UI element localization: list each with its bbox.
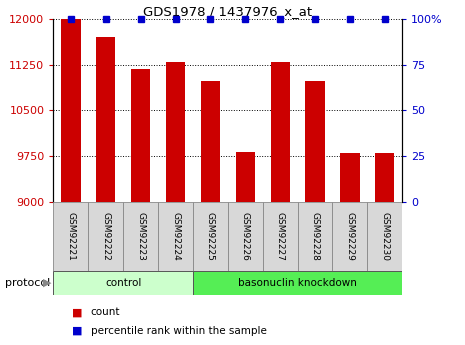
Text: GSM92224: GSM92224 bbox=[171, 212, 180, 261]
Bar bbox=[332, 202, 367, 271]
Bar bbox=[263, 202, 298, 271]
Text: GSM92229: GSM92229 bbox=[345, 212, 354, 261]
Text: ■: ■ bbox=[72, 307, 83, 317]
Title: GDS1978 / 1437976_x_at: GDS1978 / 1437976_x_at bbox=[143, 5, 312, 18]
Text: GSM92221: GSM92221 bbox=[66, 212, 75, 261]
Bar bbox=[298, 202, 332, 271]
Bar bbox=[53, 271, 193, 295]
Bar bbox=[88, 202, 123, 271]
Bar bbox=[340, 153, 359, 202]
Bar bbox=[193, 271, 402, 295]
Text: GSM92225: GSM92225 bbox=[206, 212, 215, 261]
Text: GSM92227: GSM92227 bbox=[276, 212, 285, 261]
Bar bbox=[271, 62, 290, 202]
Bar bbox=[228, 202, 263, 271]
Text: control: control bbox=[105, 278, 141, 288]
Bar bbox=[236, 152, 255, 202]
Bar bbox=[53, 202, 88, 271]
Text: protocol: protocol bbox=[5, 278, 50, 288]
Text: ■: ■ bbox=[72, 326, 83, 335]
Text: count: count bbox=[91, 307, 120, 317]
Bar bbox=[61, 19, 80, 202]
Text: percentile rank within the sample: percentile rank within the sample bbox=[91, 326, 266, 335]
Text: ▶: ▶ bbox=[43, 278, 52, 288]
Bar bbox=[375, 153, 394, 202]
Text: GSM92228: GSM92228 bbox=[311, 212, 319, 261]
Text: GSM92223: GSM92223 bbox=[136, 212, 145, 261]
Bar bbox=[96, 37, 115, 202]
Bar bbox=[131, 69, 150, 202]
Text: GSM92222: GSM92222 bbox=[101, 212, 110, 261]
Bar bbox=[123, 202, 158, 271]
Bar bbox=[166, 62, 185, 202]
Text: GSM92226: GSM92226 bbox=[241, 212, 250, 261]
Text: basonuclin knockdown: basonuclin knockdown bbox=[238, 278, 357, 288]
Bar bbox=[306, 81, 325, 202]
Bar bbox=[201, 81, 220, 202]
Text: GSM92230: GSM92230 bbox=[380, 212, 389, 261]
Bar bbox=[367, 202, 402, 271]
Bar bbox=[193, 202, 228, 271]
Bar bbox=[158, 202, 193, 271]
